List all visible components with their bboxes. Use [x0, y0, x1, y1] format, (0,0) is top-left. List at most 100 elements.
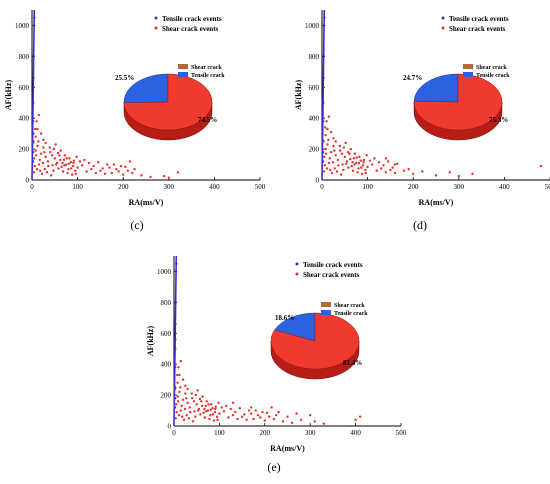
shear-point [368, 159, 372, 162]
tensile-point [173, 396, 177, 400]
x-tick-label: 300 [305, 429, 316, 437]
shear-point [33, 127, 37, 131]
shear-point [336, 158, 340, 162]
shear-point [85, 170, 88, 173]
tensile-point [33, 16, 36, 19]
y-tick-label: 800 [309, 53, 320, 61]
tensile-point [173, 406, 177, 409]
shear-point [344, 162, 348, 165]
shear-point [347, 166, 350, 169]
shear-point [96, 161, 100, 164]
shear-point [37, 113, 41, 117]
shear-point [329, 150, 333, 154]
chart-panel-e: 0 100 200 300 400 500 0 200 400 600 800 1000 RA(ms/V… [146, 255, 407, 474]
shear-point [220, 406, 223, 409]
y-tick-label: 0 [316, 177, 320, 185]
panel-caption: (e) [267, 460, 280, 474]
shear-point [247, 409, 251, 412]
shear-point [124, 165, 127, 169]
shear-point [46, 160, 50, 163]
shear-point [349, 157, 352, 161]
shear-point [202, 411, 205, 415]
shear-point [133, 167, 136, 171]
shear-point [72, 161, 75, 165]
shear-point [324, 133, 327, 137]
shear-point [63, 164, 66, 167]
shear-point [60, 165, 63, 169]
x-tick-label: 100 [362, 183, 373, 191]
shear-point [332, 137, 335, 140]
shear-point [353, 163, 356, 166]
shear-point [190, 392, 193, 395]
shear-point [245, 418, 248, 422]
shear-point [43, 150, 46, 154]
x-tick-label: 200 [260, 429, 271, 437]
shear-point [76, 166, 79, 169]
tensile-point [322, 101, 325, 104]
pie-legend: Shear crack Tensile crack [178, 64, 225, 79]
shear-point [261, 410, 264, 414]
pie-tensile-percent: 24.7% [403, 74, 422, 82]
x-tick-label: 500 [545, 183, 550, 191]
shear-point [342, 146, 346, 149]
shear-point [362, 161, 365, 164]
shear-point [131, 171, 134, 175]
shear-point [313, 420, 316, 423]
tensile-point [321, 150, 325, 154]
shear-point [179, 409, 183, 412]
shear-point [331, 161, 335, 164]
tensile-point [174, 270, 178, 273]
shear-point [290, 421, 294, 425]
pie-slice-shear [413, 73, 503, 131]
tensile-point [174, 301, 177, 304]
shear-point [335, 170, 339, 173]
shear-point [325, 167, 329, 170]
x-tick-label: 200 [118, 183, 129, 191]
tensile-point [322, 76, 325, 80]
shear-point [373, 157, 376, 160]
y-axis-label: AF(kHz) [146, 326, 155, 357]
tensile-point [32, 101, 35, 104]
y-tick-label: 600 [19, 84, 30, 92]
shear-point [87, 161, 91, 165]
x-tick-label: 400 [499, 183, 510, 191]
shear-point [362, 158, 366, 162]
shear-point [182, 418, 186, 422]
pie-legend-tensile-label: Tensile crack [334, 311, 368, 317]
shear-point [338, 144, 341, 148]
shear-point [327, 115, 331, 118]
shear-point [448, 171, 451, 174]
shear-point [402, 169, 406, 172]
shear-point [212, 419, 216, 422]
x-tick-label: 200 [408, 183, 419, 191]
tensile-point [174, 322, 177, 326]
shear-point [380, 167, 383, 170]
shear-point [65, 163, 68, 166]
legend-shear-marker [154, 26, 158, 30]
shear-point [34, 149, 37, 152]
tensile-point [173, 386, 177, 389]
shear-point [35, 167, 39, 171]
shear-point [217, 401, 220, 405]
shear-point [110, 171, 114, 175]
x-tick-label: 400 [350, 429, 361, 437]
shear-point [54, 143, 57, 146]
shear-point [175, 373, 179, 377]
shear-point [222, 410, 226, 413]
shear-point [140, 174, 143, 177]
shear-point [190, 396, 194, 400]
pie-slice-tensile [123, 73, 169, 104]
shear-point [384, 157, 388, 160]
shear-point [32, 171, 36, 174]
shear-point [74, 169, 77, 172]
shear-point [209, 413, 212, 417]
shear-point [33, 164, 36, 168]
tensile-point [322, 55, 325, 58]
shear-point [210, 403, 213, 406]
shear-point [200, 400, 203, 403]
shear-point [56, 151, 60, 155]
shear-point [39, 169, 42, 172]
shear-point [175, 403, 178, 406]
shear-point [259, 416, 262, 419]
